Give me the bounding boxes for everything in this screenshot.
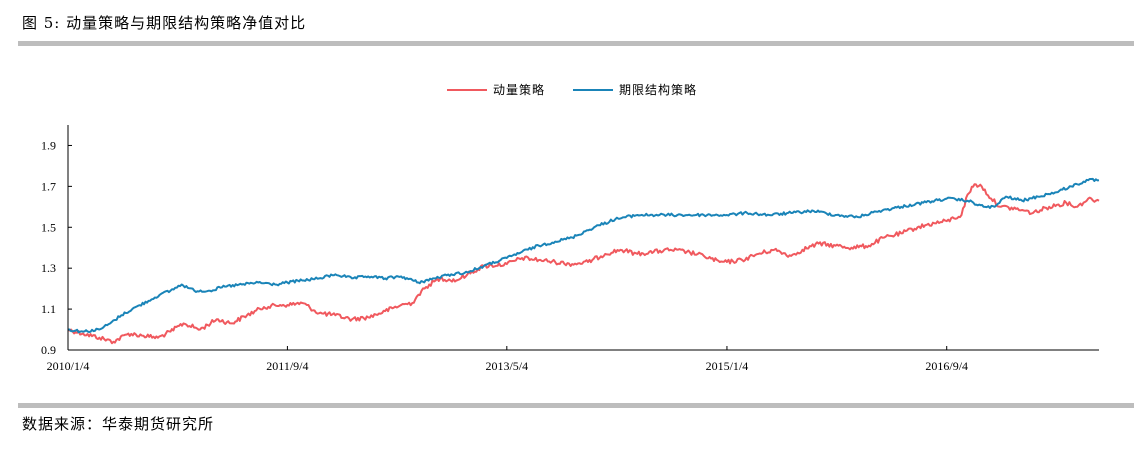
x-tick-label: 2015/1/4 (706, 359, 749, 373)
bottom-rule (18, 403, 1134, 408)
series-layer (67, 177, 1100, 345)
y-tick-label: 1.7 (41, 179, 56, 193)
axes: 0.9 1.1 1.3 1.5 1.7 1.9 2010/1/4 2011/9/4 2013/5… (41, 125, 1099, 373)
legend: 动量策略 期限结构策略 (447, 82, 697, 97)
y-tick-label: 1.5 (41, 220, 56, 234)
source-note: 数据来源：华泰期货研究所 (22, 415, 215, 433)
y-tick-label: 0.9 (41, 343, 56, 357)
top-rule (18, 41, 1134, 46)
y-tick-label: 1.3 (41, 261, 56, 275)
x-tick-label: 2016/9/4 (925, 359, 968, 373)
legend-label-1: 动量策略 (493, 82, 545, 97)
legend-label-2: 期限结构策略 (619, 82, 697, 97)
x-tick-label: 2010/1/4 (47, 359, 90, 373)
y-tick-label: 1.1 (41, 302, 56, 316)
y-tick-label: 1.9 (41, 138, 56, 152)
x-tick-label: 2013/5/4 (485, 359, 528, 373)
figure-title: 图 5: 动量策略与期限结构策略净值对比 (22, 14, 307, 32)
series-line-1 (67, 183, 1100, 345)
series-line-2 (68, 177, 1100, 334)
x-tick-label: 2011/9/4 (266, 359, 308, 373)
